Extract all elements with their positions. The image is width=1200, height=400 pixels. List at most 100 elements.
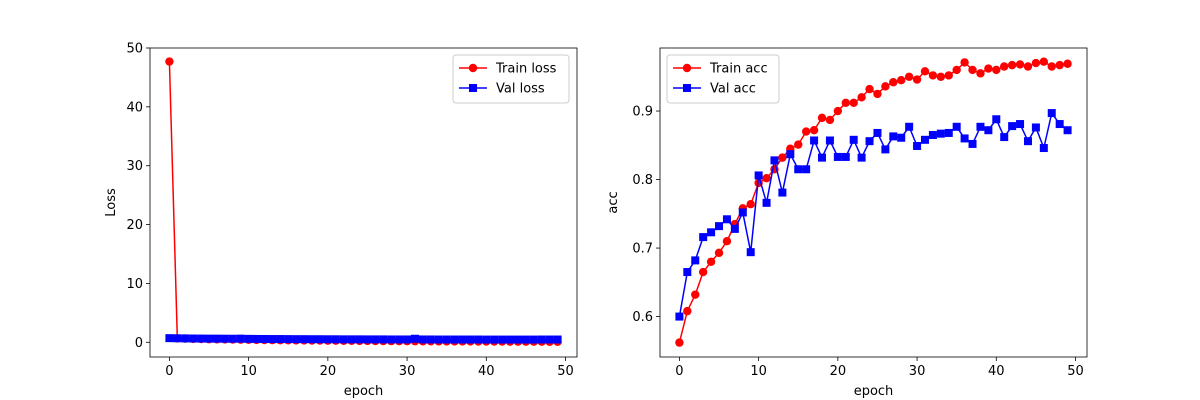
chart-1-y-axis-label: Loss [104, 188, 119, 217]
chart-2-series-1-point [920, 67, 930, 76]
chart-2-series-1-point [1063, 59, 1072, 68]
chart-2-series-2-point [1016, 120, 1025, 129]
chart-1-series-2-point [212, 334, 221, 343]
chart-1-series-2-point [315, 335, 324, 344]
chart-1-series-2-point [268, 335, 277, 344]
chart-2-series-2-point [770, 156, 779, 165]
chart-1-series-2-point [165, 334, 174, 343]
chart-2-series-2-point [754, 171, 763, 180]
chart-2-series-2-point [944, 128, 953, 137]
chart-2-series-2-point [936, 129, 945, 138]
chart-2-series-1-point [865, 84, 874, 94]
chart-2-series-1-point [1000, 62, 1009, 71]
chart-1-series-2-point [181, 334, 190, 343]
chart-1-series-2-point [228, 334, 237, 343]
chart-2-series-1-point [1015, 60, 1025, 69]
chart-1-x-tick-label: 0 [165, 364, 173, 379]
chart-1-legend: Train loss Val loss [452, 54, 570, 104]
chart-2-series-1-line [678, 60, 1068, 343]
chart-2-series-2-point [802, 165, 811, 174]
chart-2-series-1-point [992, 65, 1001, 75]
chart-2-series-2-point [778, 188, 787, 197]
chart-1-series-2-point [434, 335, 443, 344]
chart-2-legend-marker [682, 63, 692, 73]
chart-2-x-tick-label: 50 [1067, 364, 1084, 379]
chart-2-plot-frame [659, 47, 1088, 358]
chart-2-series-2-point [913, 141, 922, 150]
chart-2-series-2-point [738, 208, 747, 217]
chart-1-x-tick-label: 40 [478, 364, 495, 379]
chart-2-series-2-point [715, 222, 724, 231]
chart-2-legend-label: Val acc [710, 82, 756, 97]
chart-1-legend-label: Train loss [495, 62, 557, 77]
chart-1-series-2-point [220, 334, 229, 343]
chart-2-series-1-point [897, 76, 906, 85]
chart-2-series-2-point [691, 256, 700, 265]
chart-2-series-2-point [1000, 133, 1009, 142]
chart-2-y-axis-label: acc [606, 191, 621, 213]
chart-1-series-2-point [490, 335, 499, 344]
chart-2-x-tick-label: 20 [830, 364, 847, 379]
chart-2-series-2-point [699, 233, 708, 242]
chart-1-y-tick-label: 40 [126, 100, 143, 115]
chart-2-y-tick-label: 0.9 [632, 105, 653, 120]
chart-2-series-2-point [683, 268, 692, 277]
chart-2-x-tick-label: 0 [675, 364, 683, 379]
chart-1-series-2-point [379, 335, 388, 344]
chart-2-y-tick-label: 0.6 [632, 310, 653, 325]
chart-2-series-2-point [960, 134, 969, 143]
chart-2-series-1-point [746, 200, 755, 209]
chart-1-series-2-point [529, 335, 538, 344]
chart-2-series-1-point [762, 173, 771, 183]
chart-2-series-1-point [801, 127, 811, 136]
chart-2-series-1-point [984, 64, 993, 73]
chart-2-series-1-point [904, 72, 914, 81]
chart-2-series-1-point [722, 237, 732, 246]
chart-2-series-1-point [881, 82, 890, 91]
chart-2-series-2-point [897, 133, 906, 142]
chart-1-y-tick-label: 50 [126, 42, 143, 57]
chart-2-series-1-point [952, 65, 961, 75]
chart-2-legend-box [666, 54, 780, 104]
chart-2-series-2-point [1008, 122, 1017, 131]
chart-1-series-2-point [442, 335, 451, 344]
chart-1-series-2-point [331, 335, 340, 344]
chart-2-series-2-point [984, 126, 993, 135]
chart-2-series-1-point [944, 71, 953, 80]
chart-2-legend: Train acc Val acc [666, 54, 780, 104]
chart-2-x-tick-label: 30 [909, 364, 926, 379]
chart-2-series-1-point [960, 58, 969, 67]
chart-2-series-1-point [936, 72, 946, 81]
chart-2-series-2-point [1063, 126, 1072, 135]
chart-2-series-1-point [873, 89, 882, 99]
chart-1-series-2-point [553, 335, 562, 344]
chart-2-series-1-point [1047, 62, 1056, 71]
chart-2-series-1-point [778, 153, 787, 162]
chart-2-series-1-point [698, 267, 708, 277]
chart-1-series-2-point [339, 335, 348, 344]
chart-1-series-2-point [450, 335, 459, 344]
chart-2-series-1-point [912, 75, 922, 84]
chart-2-series-1-point [968, 65, 977, 75]
chart-2-series-1-point [825, 115, 835, 125]
chart-2-series-2-point [746, 248, 755, 257]
chart-2-series-1-point [849, 98, 858, 108]
loss-chart: 0 10 20 30 40 50 0 10 20 30 40 50 epoch Loss Train los… [104, 42, 578, 399]
chart-1-x-tick-label: 50 [557, 364, 574, 379]
chart-2-series-2-point [889, 132, 898, 141]
chart-2-series-2-point [881, 145, 890, 154]
chart-1-series-2-point [395, 335, 404, 344]
chart-2-series-1-point [675, 338, 684, 347]
chart-1-series-1-line [168, 61, 558, 343]
chart-2-series-1-point [809, 126, 819, 135]
chart-2-series-2-point [1047, 109, 1056, 118]
chart-1-series-2-point [323, 335, 332, 344]
chart-1-x-axis-label: epoch [344, 384, 384, 399]
chart-1-series-2-point [244, 334, 253, 343]
chart-2-series-1-point [928, 71, 938, 80]
chart-2-series-2-point [992, 115, 1001, 124]
chart-1-series-2-point [387, 335, 396, 344]
chart-2-series-2-point [1039, 144, 1048, 153]
chart-1-y-tick-label: 20 [126, 218, 143, 233]
chart-1-series-2-point [347, 335, 356, 344]
